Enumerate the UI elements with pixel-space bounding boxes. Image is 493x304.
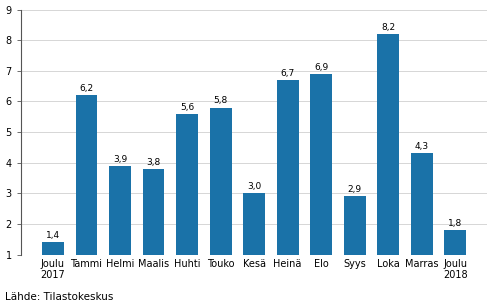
Text: Lähde: Tilastokeskus: Lähde: Tilastokeskus (5, 292, 113, 302)
Bar (344, 196, 366, 254)
Text: 3,0: 3,0 (247, 182, 261, 191)
Text: 6,7: 6,7 (281, 69, 295, 78)
Text: 1,8: 1,8 (448, 219, 462, 228)
Text: 1,4: 1,4 (46, 231, 60, 240)
Bar (277, 80, 299, 254)
Text: 5,6: 5,6 (180, 102, 194, 112)
Bar (444, 230, 466, 254)
Bar (310, 74, 332, 254)
Text: 6,9: 6,9 (314, 63, 328, 72)
Text: 2,9: 2,9 (348, 185, 362, 194)
Bar (411, 154, 433, 254)
Text: 8,2: 8,2 (381, 23, 395, 32)
Bar (75, 95, 98, 254)
Text: 3,9: 3,9 (113, 155, 127, 164)
Text: 4,3: 4,3 (415, 142, 429, 151)
Bar (243, 193, 265, 254)
Text: 5,8: 5,8 (213, 96, 228, 105)
Bar (176, 114, 198, 254)
Bar (42, 242, 64, 254)
Bar (377, 34, 399, 254)
Bar (109, 166, 131, 254)
Bar (142, 169, 165, 254)
Text: 3,8: 3,8 (146, 158, 161, 167)
Text: 6,2: 6,2 (79, 84, 94, 93)
Bar (210, 108, 232, 254)
